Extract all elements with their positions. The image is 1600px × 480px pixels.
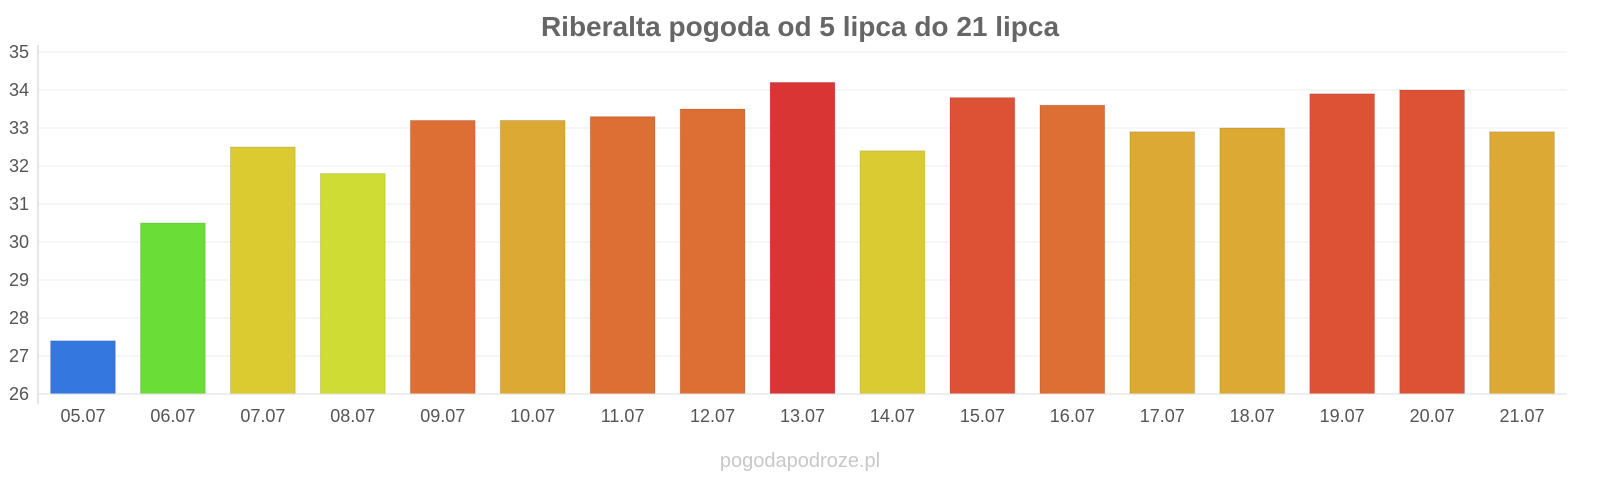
bar-19.07: [1309, 93, 1376, 395]
x-tick-label: 10.07: [510, 406, 555, 426]
bar-06.07: [140, 222, 206, 395]
watermark: pogodapodroze.pl: [720, 450, 880, 472]
x-tick-label: 12.07: [690, 406, 735, 426]
bar-12.07: [679, 108, 746, 395]
chart-title: Riberalta pogoda od 5 lipca do 21 lipca: [541, 11, 1060, 42]
bar-13.07: [769, 81, 836, 395]
y-tick-label: 29: [9, 270, 29, 290]
x-tick-label: 17.07: [1140, 406, 1185, 426]
x-tick-label: 05.07: [60, 406, 105, 426]
x-tick-label: 19.07: [1320, 406, 1365, 426]
y-tick-label: 32: [9, 156, 29, 176]
y-tick-label: 33: [9, 118, 29, 138]
y-tick-label: 34: [9, 80, 29, 100]
bar-15.07: [949, 97, 1016, 395]
bar-21.07: [1489, 131, 1555, 395]
y-tick-label: 28: [9, 308, 29, 328]
bar-05.07: [50, 340, 116, 395]
x-tick-label: 08.07: [330, 406, 375, 426]
bar-11.07: [589, 116, 656, 395]
bar-18.07: [1219, 127, 1286, 395]
y-axis-ticks: 26 27 28 29 30 31 32 33 34 35: [9, 42, 29, 404]
x-tick-label: 18.07: [1230, 406, 1275, 426]
bar-20.07: [1399, 89, 1465, 395]
x-tick-label: 16.07: [1050, 406, 1095, 426]
x-tick-label: 15.07: [960, 406, 1005, 426]
x-tick-label: 20.07: [1410, 406, 1455, 426]
x-tick-label: 11.07: [601, 406, 645, 426]
bar-16.07: [1039, 104, 1106, 395]
bar-17.07: [1129, 131, 1196, 395]
x-tick-label: 06.07: [150, 406, 195, 426]
x-tick-label: 13.07: [780, 406, 825, 426]
y-tick-label: 26: [9, 384, 29, 404]
y-tick-label: 35: [9, 42, 29, 62]
y-tick-label: 31: [9, 194, 29, 214]
bar-09.07: [409, 119, 476, 395]
y-tick-label: 30: [9, 232, 29, 252]
x-tick-label: 09.07: [420, 406, 465, 426]
x-tick-label: 21.07: [1500, 406, 1545, 426]
bar-14.07: [859, 150, 926, 395]
bar-07.07: [229, 146, 296, 395]
axes: [37, 45, 1567, 404]
bar-08.07: [319, 173, 386, 395]
bars: [50, 81, 1555, 395]
x-axis-ticks: 05.07 06.07 07.07 08.07 09.07 10.07 11.07 12.07…: [60, 406, 1544, 426]
x-tick-label: 07.07: [240, 406, 285, 426]
x-tick-label: 14.07: [870, 406, 915, 426]
bar-10.07: [499, 119, 566, 395]
y-tick-label: 27: [9, 346, 29, 366]
